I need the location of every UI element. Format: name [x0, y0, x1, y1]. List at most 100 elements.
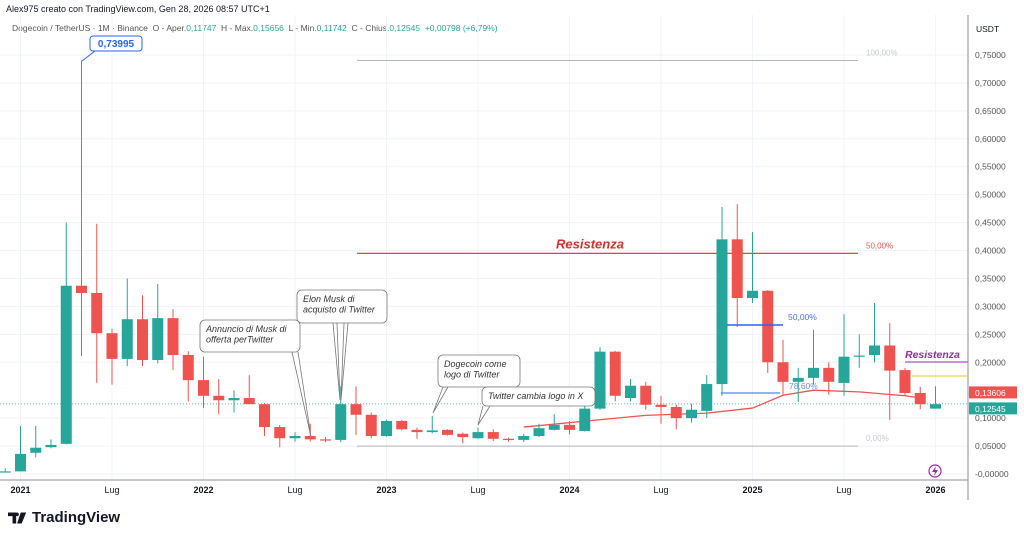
- candle-body: [777, 362, 789, 382]
- price-tick-label: 0,10000: [975, 413, 1006, 423]
- time-tick-label: Lug: [287, 485, 302, 495]
- candle: [640, 381, 652, 410]
- candle-body: [899, 370, 911, 393]
- candle-body: [213, 395, 225, 401]
- candle-body: [121, 319, 133, 359]
- candle-body: [701, 384, 713, 411]
- low-value: 0,11742: [316, 23, 347, 33]
- candle: [442, 429, 453, 436]
- time-tick-label: 2023: [376, 485, 396, 495]
- ma-price-label-bg: [969, 386, 1017, 399]
- time-tick-label: 2021: [10, 485, 30, 495]
- candle: [350, 386, 362, 435]
- blue-786-label: 78,60%: [789, 381, 818, 391]
- brand-name: TradingView: [32, 509, 121, 526]
- candle: [365, 412, 377, 439]
- note-musk-buy-box: [296, 289, 388, 324]
- candle-body: [869, 345, 880, 355]
- close-label: C - Chius.: [351, 23, 390, 33]
- resistance-label-2: Resistenza: [905, 349, 960, 361]
- candle: [213, 379, 225, 415]
- candle: [60, 222, 72, 445]
- candle-body: [381, 420, 392, 437]
- candle-body: [259, 404, 270, 428]
- price-tick-label: 0,75000: [975, 50, 1006, 60]
- candle: [503, 437, 514, 442]
- candle-body: [747, 290, 758, 299]
- fib-100-label: 100,00%: [866, 49, 898, 58]
- candle: [853, 334, 865, 368]
- candle-body: [45, 444, 57, 448]
- candle: [747, 232, 758, 304]
- candle: [914, 386, 926, 410]
- candle: [381, 419, 392, 437]
- time-tick-label: 2022: [193, 485, 213, 495]
- candle-body: [503, 438, 514, 441]
- candle-body: [914, 392, 926, 405]
- open-label: O - Aper.: [152, 23, 187, 33]
- time-tick-label: 2025: [742, 485, 762, 495]
- candle: [701, 375, 713, 419]
- note-doge-logo-box: [437, 354, 521, 388]
- candle: [609, 351, 621, 402]
- price-tick-label: 0,25000: [975, 329, 1006, 339]
- candle: [274, 424, 286, 448]
- candle-body: [289, 436, 301, 439]
- candle: [426, 415, 438, 434]
- candle-body: [411, 429, 423, 433]
- candle-body: [838, 356, 850, 383]
- note-musk-offer-text: Annuncio di Musk di: [205, 324, 288, 334]
- note-musk-buy-text: Elon Musk di: [303, 294, 356, 304]
- candle: [457, 432, 469, 444]
- note-musk-buy-pointer: [340, 322, 349, 401]
- price-tick-label: 0,40000: [975, 246, 1006, 256]
- candle-body: [396, 420, 408, 430]
- time-tick-label: Lug: [653, 485, 668, 495]
- candle: [243, 375, 255, 405]
- candle-body: [426, 430, 438, 433]
- note-x-logo-text: Twitter cambia logo in X: [488, 391, 584, 401]
- candle: [869, 303, 880, 363]
- candle: [472, 427, 484, 439]
- note-musk-offer-text: offerta perTwitter: [206, 335, 274, 345]
- candle: [0, 468, 11, 473]
- candle-body: [182, 354, 194, 381]
- candle: [30, 425, 42, 458]
- candle: [686, 403, 697, 423]
- candle: [594, 347, 606, 410]
- candle: [884, 323, 896, 420]
- candle-body: [76, 285, 87, 293]
- blue-50-label: 50,00%: [788, 312, 817, 322]
- candle: [182, 351, 194, 402]
- price-tick-label: 0,35000: [975, 273, 1006, 283]
- candle-body: [564, 424, 575, 430]
- ma-price-label: 0,13606: [975, 388, 1006, 398]
- candle-body: [167, 318, 179, 355]
- price-tick-label: 0,45000: [975, 218, 1006, 228]
- candle-body: [320, 439, 331, 441]
- candle: [731, 204, 743, 328]
- candle-body: [609, 351, 621, 396]
- candle: [487, 429, 499, 442]
- candle: [335, 386, 347, 443]
- candle: [137, 295, 148, 367]
- candle-body: [365, 414, 377, 437]
- candle: [106, 328, 118, 385]
- candle: [762, 290, 774, 373]
- note-musk-buy-text: acquisto di Twitter: [303, 305, 376, 315]
- candle: [670, 404, 682, 430]
- tradingview-logo-icon: [8, 512, 27, 523]
- candle-body: [762, 290, 774, 363]
- candle: [838, 314, 850, 396]
- note-x-logo-box: [481, 386, 596, 407]
- candle-body: [304, 436, 316, 440]
- high-label: H - Max.: [221, 23, 254, 33]
- candle-body: [655, 404, 667, 407]
- candle: [655, 395, 667, 424]
- symbol-name[interactable]: Dogecoin / TetherUS · 1M · Binance: [12, 23, 148, 33]
- candle: [792, 367, 804, 402]
- last-price-label: 0,12545: [975, 404, 1006, 414]
